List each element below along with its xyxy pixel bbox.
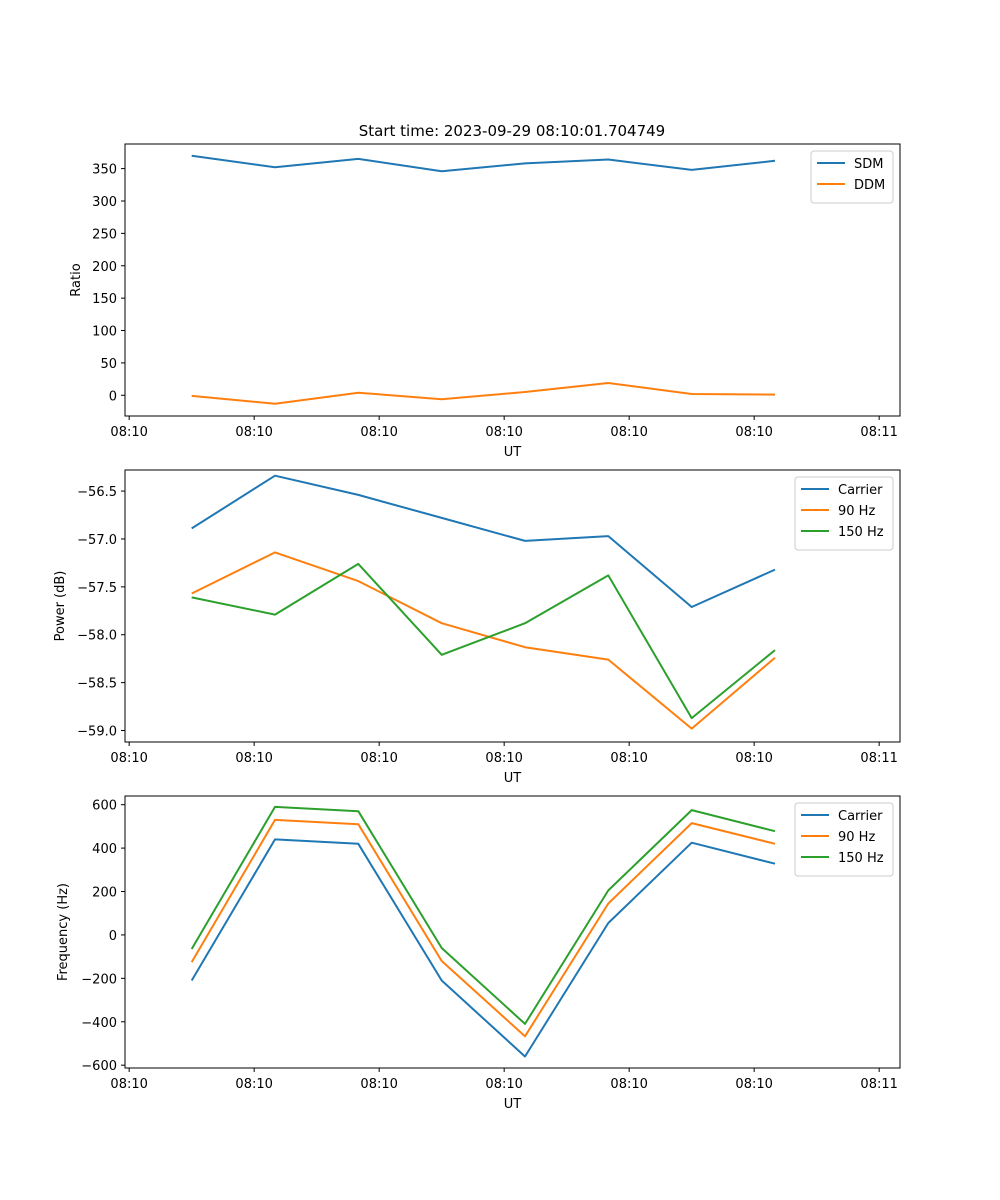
- y-tick-label: −57.0: [77, 533, 117, 548]
- y-tick-label: 150: [92, 292, 117, 307]
- x-tick-label: 08:10: [485, 751, 522, 766]
- x-axis-label: UT: [504, 445, 522, 460]
- ratio-legend: SDM DDM: [810, 150, 894, 204]
- y-tick-label: 400: [92, 842, 117, 857]
- x-tick-label: 08:11: [860, 425, 897, 440]
- x-tick-label: 08:11: [860, 1077, 897, 1092]
- y-tick-label: 300: [92, 195, 117, 210]
- x-tick-label: 08:10: [235, 751, 272, 766]
- series-line-90-hz: [190, 818, 776, 1038]
- ratio-plot-frame: [124, 143, 901, 417]
- y-axis-label: Power (dB): [53, 571, 68, 642]
- series-line-carrier: [190, 838, 776, 1058]
- series-line-150-hz: [191, 562, 776, 720]
- legend-label: Carrier: [838, 483, 883, 498]
- y-tick-label: −58.0: [77, 629, 117, 644]
- x-axis-label: UT: [504, 1097, 522, 1112]
- power-plot-frame: [124, 469, 901, 743]
- y-tick-label: −600: [81, 1059, 117, 1074]
- panel-ratio: 08:10 08:10 08:10 08:10 08:10 08:10 08:11 UT 0 50…: [69, 143, 901, 460]
- x-tick-label: 08:10: [610, 751, 647, 766]
- series-line-150-hz: [190, 805, 776, 1025]
- y-tick-label: −58.5: [77, 677, 117, 692]
- series-line-90-hz: [191, 551, 776, 730]
- x-tick-label: 08:10: [360, 1077, 397, 1092]
- x-axis-label: UT: [504, 771, 522, 786]
- y-axis-label: Ratio: [69, 263, 84, 296]
- legend-label: 90 Hz: [838, 504, 875, 519]
- x-tick-label: 08:10: [235, 425, 272, 440]
- frequency-legend: Carrier 90 Hz 150 Hz: [794, 802, 894, 877]
- legend-label: 90 Hz: [838, 830, 875, 845]
- panel-power: 08:10 08:10 08:10 08:10 08:10 08:10 08:11 UT −59…: [53, 469, 901, 786]
- y-tick-label: 600: [92, 799, 117, 814]
- panel-frequency: 08:10 08:10 08:10 08:10 08:10 08:10 08:11 UT −60…: [56, 795, 901, 1112]
- y-tick-label: −56.5: [77, 485, 117, 500]
- legend-label: 150 Hz: [838, 851, 884, 866]
- x-tick-label: 08:10: [360, 751, 397, 766]
- y-tick-label: 250: [92, 227, 117, 242]
- x-tick-label: 08:10: [610, 425, 647, 440]
- y-tick-label: 50: [100, 357, 117, 372]
- legend-label: 150 Hz: [838, 525, 884, 540]
- y-tick-label: 0: [109, 929, 117, 944]
- x-tick-label: 08:10: [735, 1077, 772, 1092]
- y-tick-label: −200: [81, 972, 117, 987]
- x-tick-label: 08:10: [235, 1077, 272, 1092]
- y-tick-label: −59.0: [77, 725, 117, 740]
- y-tick-label: 200: [92, 260, 117, 275]
- y-axis-label: Frequency (Hz): [56, 883, 71, 981]
- figure-title: Start time: 2023-09-29 08:10:01.704749: [359, 122, 665, 140]
- y-tick-label: −57.5: [77, 581, 117, 596]
- x-tick-label: 08:10: [735, 425, 772, 440]
- frequency-plot-frame: [124, 795, 901, 1069]
- series-line-carrier: [191, 474, 776, 608]
- legend-label: Carrier: [838, 809, 883, 824]
- legend-label: DDM: [854, 178, 885, 193]
- x-tick-label: 08:10: [110, 1077, 147, 1092]
- series-line-ddm: [191, 382, 776, 405]
- y-tick-label: 350: [92, 163, 117, 178]
- power-legend: Carrier 90 Hz 150 Hz: [794, 476, 894, 551]
- y-tick-label: 100: [92, 325, 117, 340]
- x-tick-label: 08:10: [110, 751, 147, 766]
- legend-label: SDM: [854, 157, 883, 172]
- x-tick-label: 08:10: [610, 1077, 647, 1092]
- x-tick-label: 08:11: [860, 751, 897, 766]
- x-tick-label: 08:10: [485, 1077, 522, 1092]
- y-tick-label: 200: [92, 886, 117, 901]
- x-tick-label: 08:10: [485, 425, 522, 440]
- series-line-sdm: [191, 154, 776, 173]
- y-tick-label: 0: [109, 389, 117, 404]
- x-tick-label: 08:10: [735, 751, 772, 766]
- x-tick-label: 08:10: [110, 425, 147, 440]
- y-tick-label: −400: [81, 1016, 117, 1031]
- x-tick-label: 08:10: [360, 425, 397, 440]
